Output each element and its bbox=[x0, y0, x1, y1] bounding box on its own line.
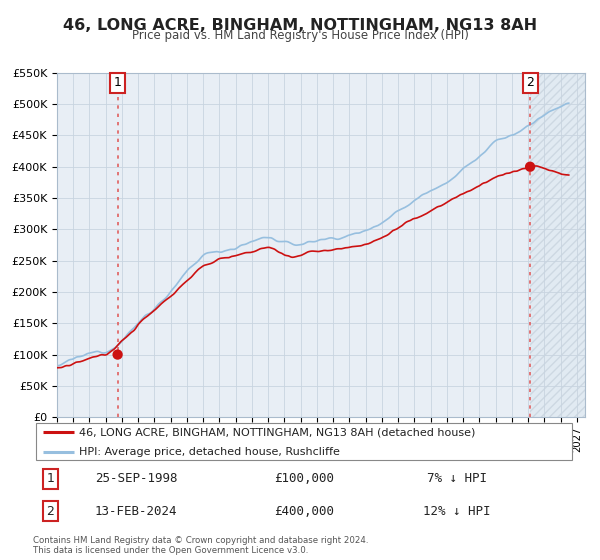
Text: 1: 1 bbox=[113, 76, 122, 89]
Text: 7% ↓ HPI: 7% ↓ HPI bbox=[427, 473, 487, 486]
FancyBboxPatch shape bbox=[36, 423, 572, 460]
Text: 2: 2 bbox=[46, 505, 55, 517]
Text: HPI: Average price, detached house, Rushcliffe: HPI: Average price, detached house, Rush… bbox=[79, 446, 340, 456]
Point bbox=[525, 162, 535, 171]
Text: This data is licensed under the Open Government Licence v3.0.: This data is licensed under the Open Gov… bbox=[33, 546, 308, 555]
Text: Contains HM Land Registry data © Crown copyright and database right 2024.: Contains HM Land Registry data © Crown c… bbox=[33, 536, 368, 545]
Point bbox=[113, 350, 122, 359]
Text: 12% ↓ HPI: 12% ↓ HPI bbox=[423, 505, 490, 517]
Text: 46, LONG ACRE, BINGHAM, NOTTINGHAM, NG13 8AH (detached house): 46, LONG ACRE, BINGHAM, NOTTINGHAM, NG13… bbox=[79, 427, 476, 437]
Text: 1: 1 bbox=[46, 473, 55, 486]
Text: 2: 2 bbox=[526, 76, 534, 89]
Text: 13-FEB-2024: 13-FEB-2024 bbox=[95, 505, 178, 517]
Text: 25-SEP-1998: 25-SEP-1998 bbox=[95, 473, 178, 486]
Text: 46, LONG ACRE, BINGHAM, NOTTINGHAM, NG13 8AH: 46, LONG ACRE, BINGHAM, NOTTINGHAM, NG13… bbox=[63, 18, 537, 33]
Text: £100,000: £100,000 bbox=[275, 473, 335, 486]
Bar bbox=[530, 73, 585, 417]
Text: £400,000: £400,000 bbox=[275, 505, 335, 517]
Text: Price paid vs. HM Land Registry's House Price Index (HPI): Price paid vs. HM Land Registry's House … bbox=[131, 29, 469, 42]
